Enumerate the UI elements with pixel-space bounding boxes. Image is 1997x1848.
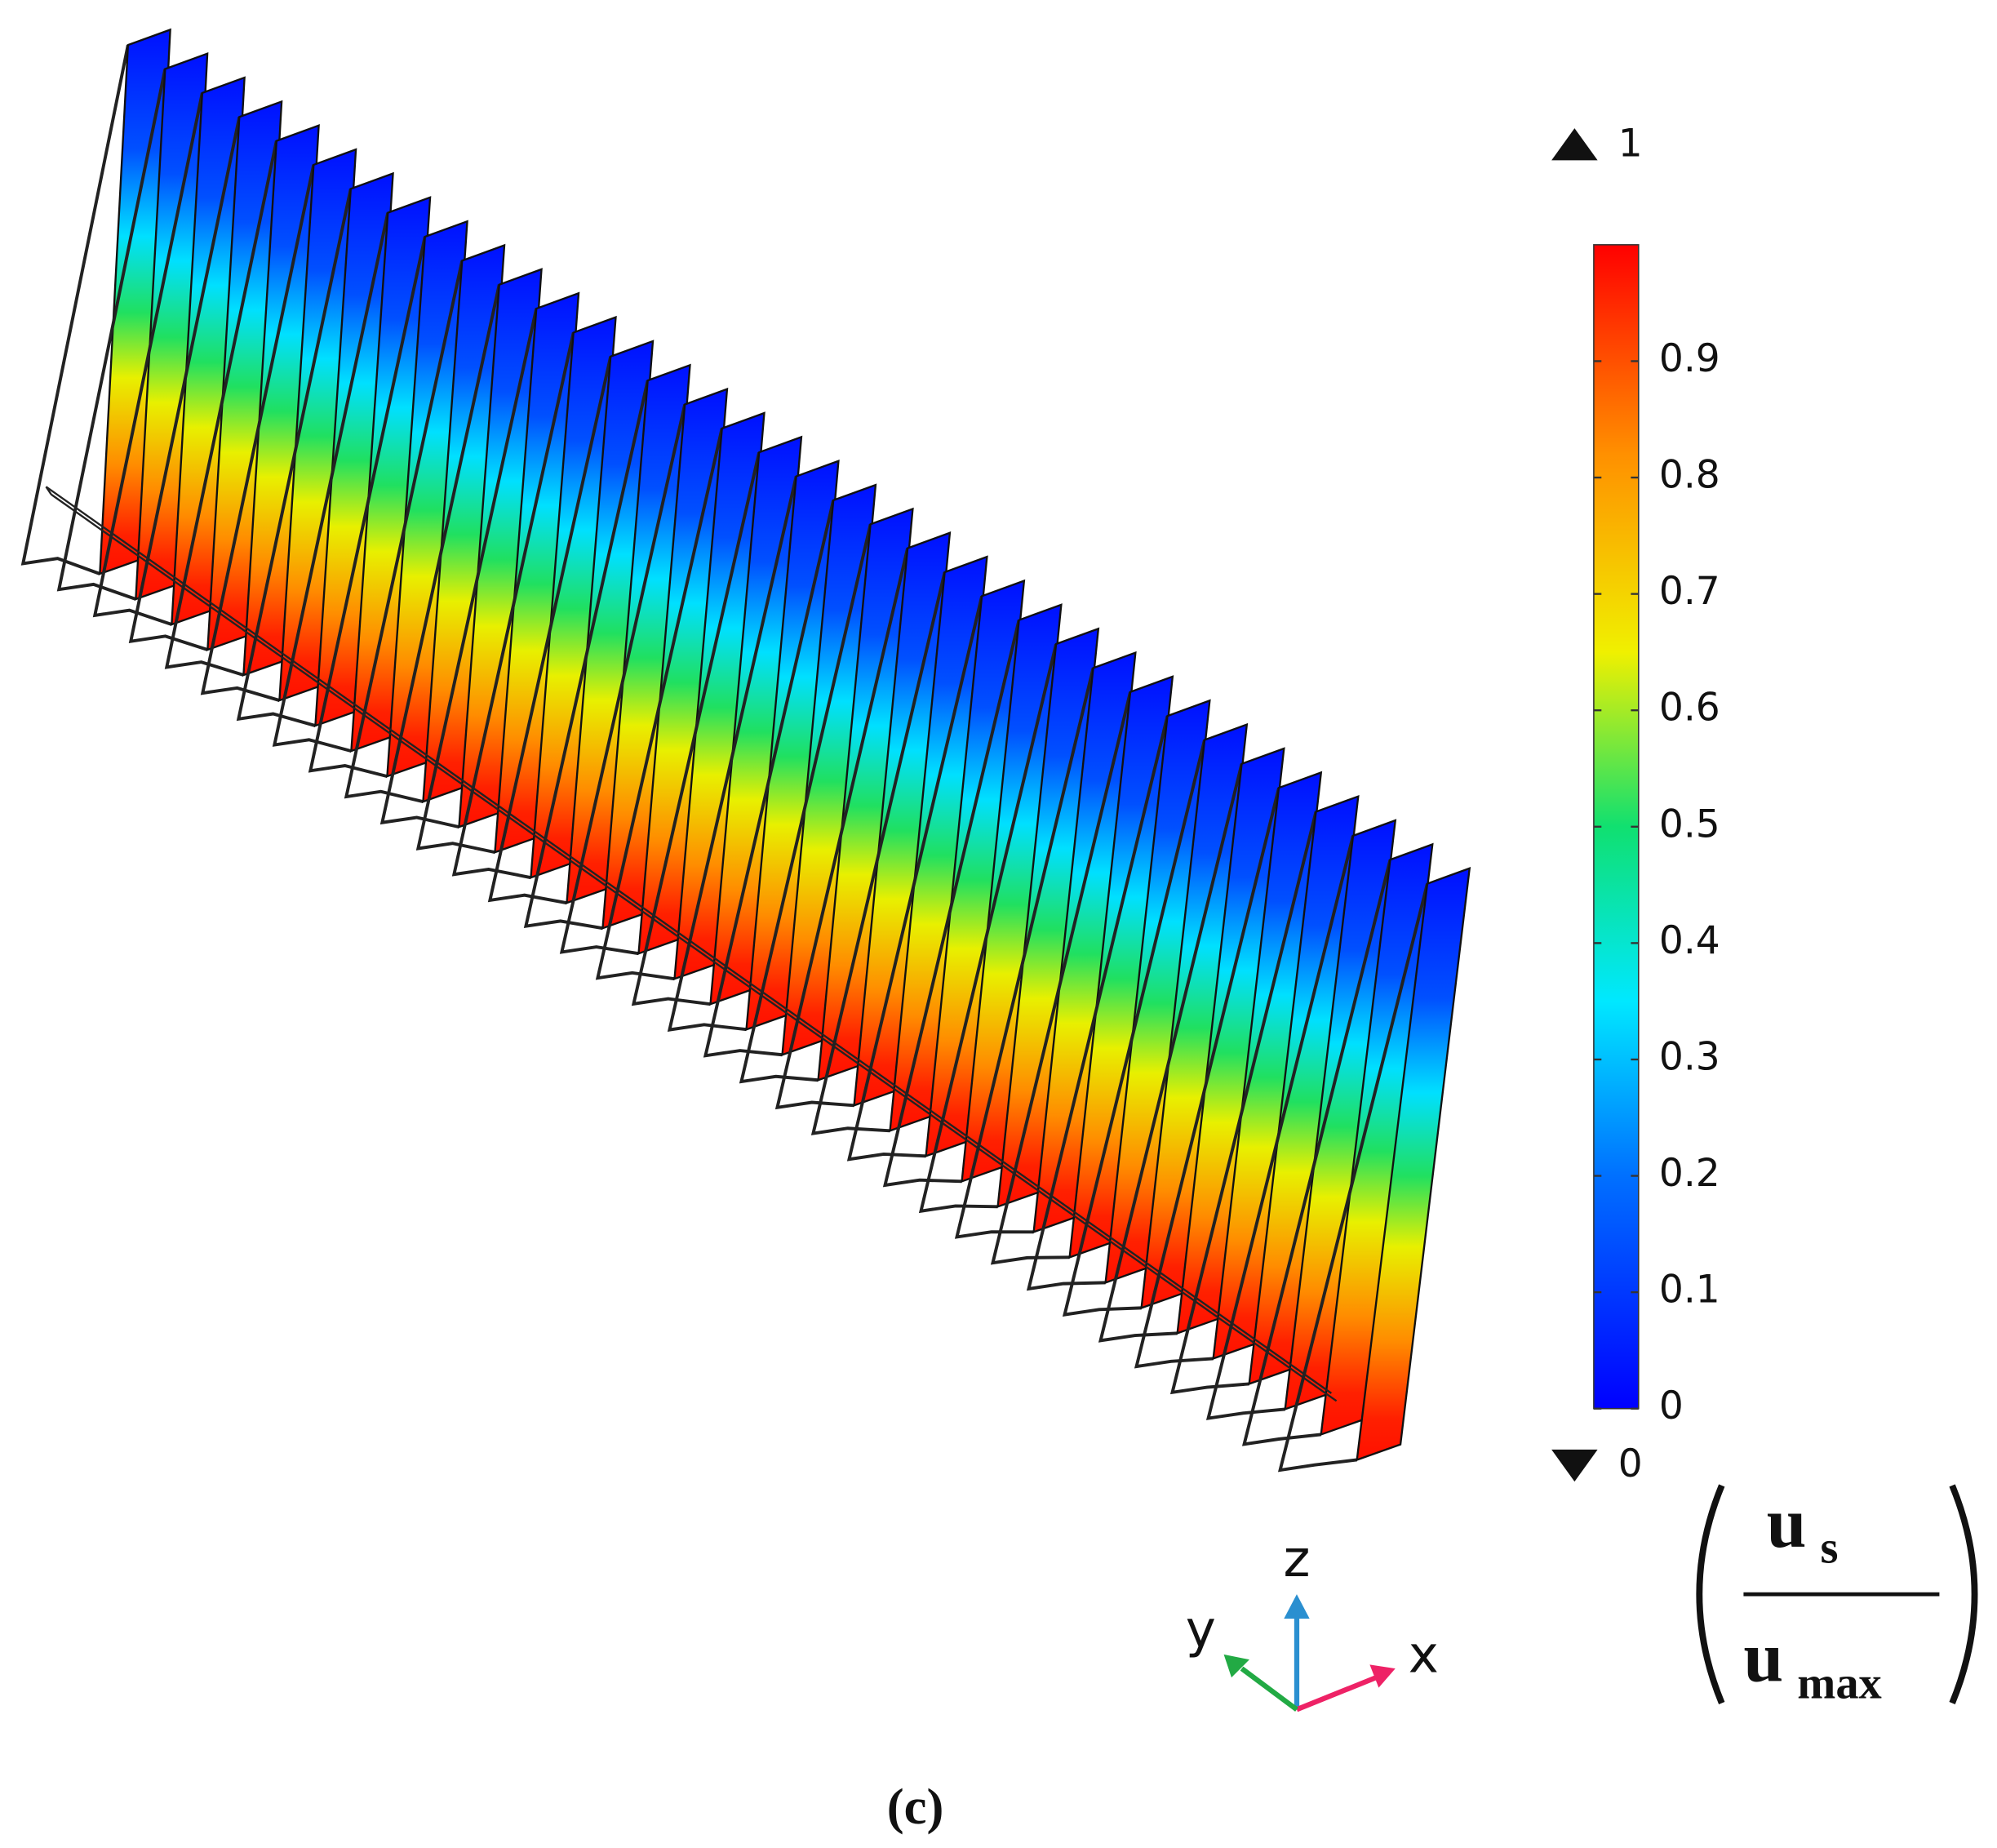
plate-frame [667,476,798,1032]
plate-frame [344,260,464,804]
plate [1356,867,1471,1462]
plate-frame [954,667,1095,1239]
plate-frame [379,284,501,829]
plate-frame [559,404,687,956]
rod [45,486,1338,1402]
denominator-sub: max [1797,1659,1881,1709]
plate-frame [882,620,1021,1188]
plate-frame [415,308,539,855]
plate-frame [20,44,130,575]
denominator: u [1743,1619,1783,1698]
x-label: x [1409,1625,1439,1685]
colorbar-tick-label: 0.4 [1659,918,1720,963]
plate-frame [846,595,984,1162]
colorbar-tick-label: 0.2 [1659,1151,1720,1196]
plate-frame [308,236,427,778]
caption: (c) [887,1778,944,1835]
plate-frame [990,691,1132,1265]
colorbar-tick-label: 0.7 [1659,569,1720,614]
colorbar-tick-label: 0 [1659,1384,1684,1428]
plate-frame [451,332,575,880]
plate-frame [487,356,613,905]
plate-frame [1241,859,1392,1446]
colorbar-axis: 0 0.1 0.2 0.3 0.4 0.5 0.6 0.7 0.8 0.9 [1593,336,1720,1428]
plate-frame [128,116,242,651]
plate-frame [631,451,761,1006]
colorbar-tick-label: 0.3 [1659,1034,1720,1079]
axis-triad [1223,1594,1396,1713]
plates [20,28,1471,1473]
y-label: y [1186,1599,1216,1659]
plate-frame [774,548,910,1110]
plate-frame [703,500,836,1058]
plate-frame [739,523,872,1084]
plate-frame [595,428,724,981]
colorbar-tick-label: 0.5 [1659,802,1720,846]
quantity-label: u s u max [1696,1484,1978,1709]
plate-frame [918,643,1058,1214]
plate-frame [236,188,353,727]
max-label: 1 [1618,122,1643,167]
numerator-sub: s [1821,1522,1839,1573]
numerator: u [1767,1484,1807,1563]
colorbar-tick-label: 0.9 [1659,336,1720,381]
plate-frame [272,212,390,753]
min-arrow [1551,1449,1598,1482]
plate-frame [523,380,650,931]
min-label: 0 [1618,1442,1643,1486]
colorbar-tick-label: 0.1 [1659,1268,1720,1313]
plate-frame [1134,787,1280,1369]
plate-frame [200,164,316,702]
plate-frame [1098,763,1244,1343]
colorbar-tick-label: 0.6 [1659,686,1720,731]
plate-frame [1169,811,1318,1395]
colorbar-tick-label: 0.8 [1659,453,1720,498]
plate-frame [1205,835,1355,1420]
plate-frame [92,92,204,626]
plate-frame [810,571,947,1135]
plate-frame [1062,739,1206,1317]
max-arrow [1551,128,1598,161]
plate-frame [1026,715,1169,1291]
plate-frame [1277,883,1429,1473]
z-label: z [1284,1529,1311,1588]
plate-frame [164,140,278,677]
plate-frame [56,69,167,601]
